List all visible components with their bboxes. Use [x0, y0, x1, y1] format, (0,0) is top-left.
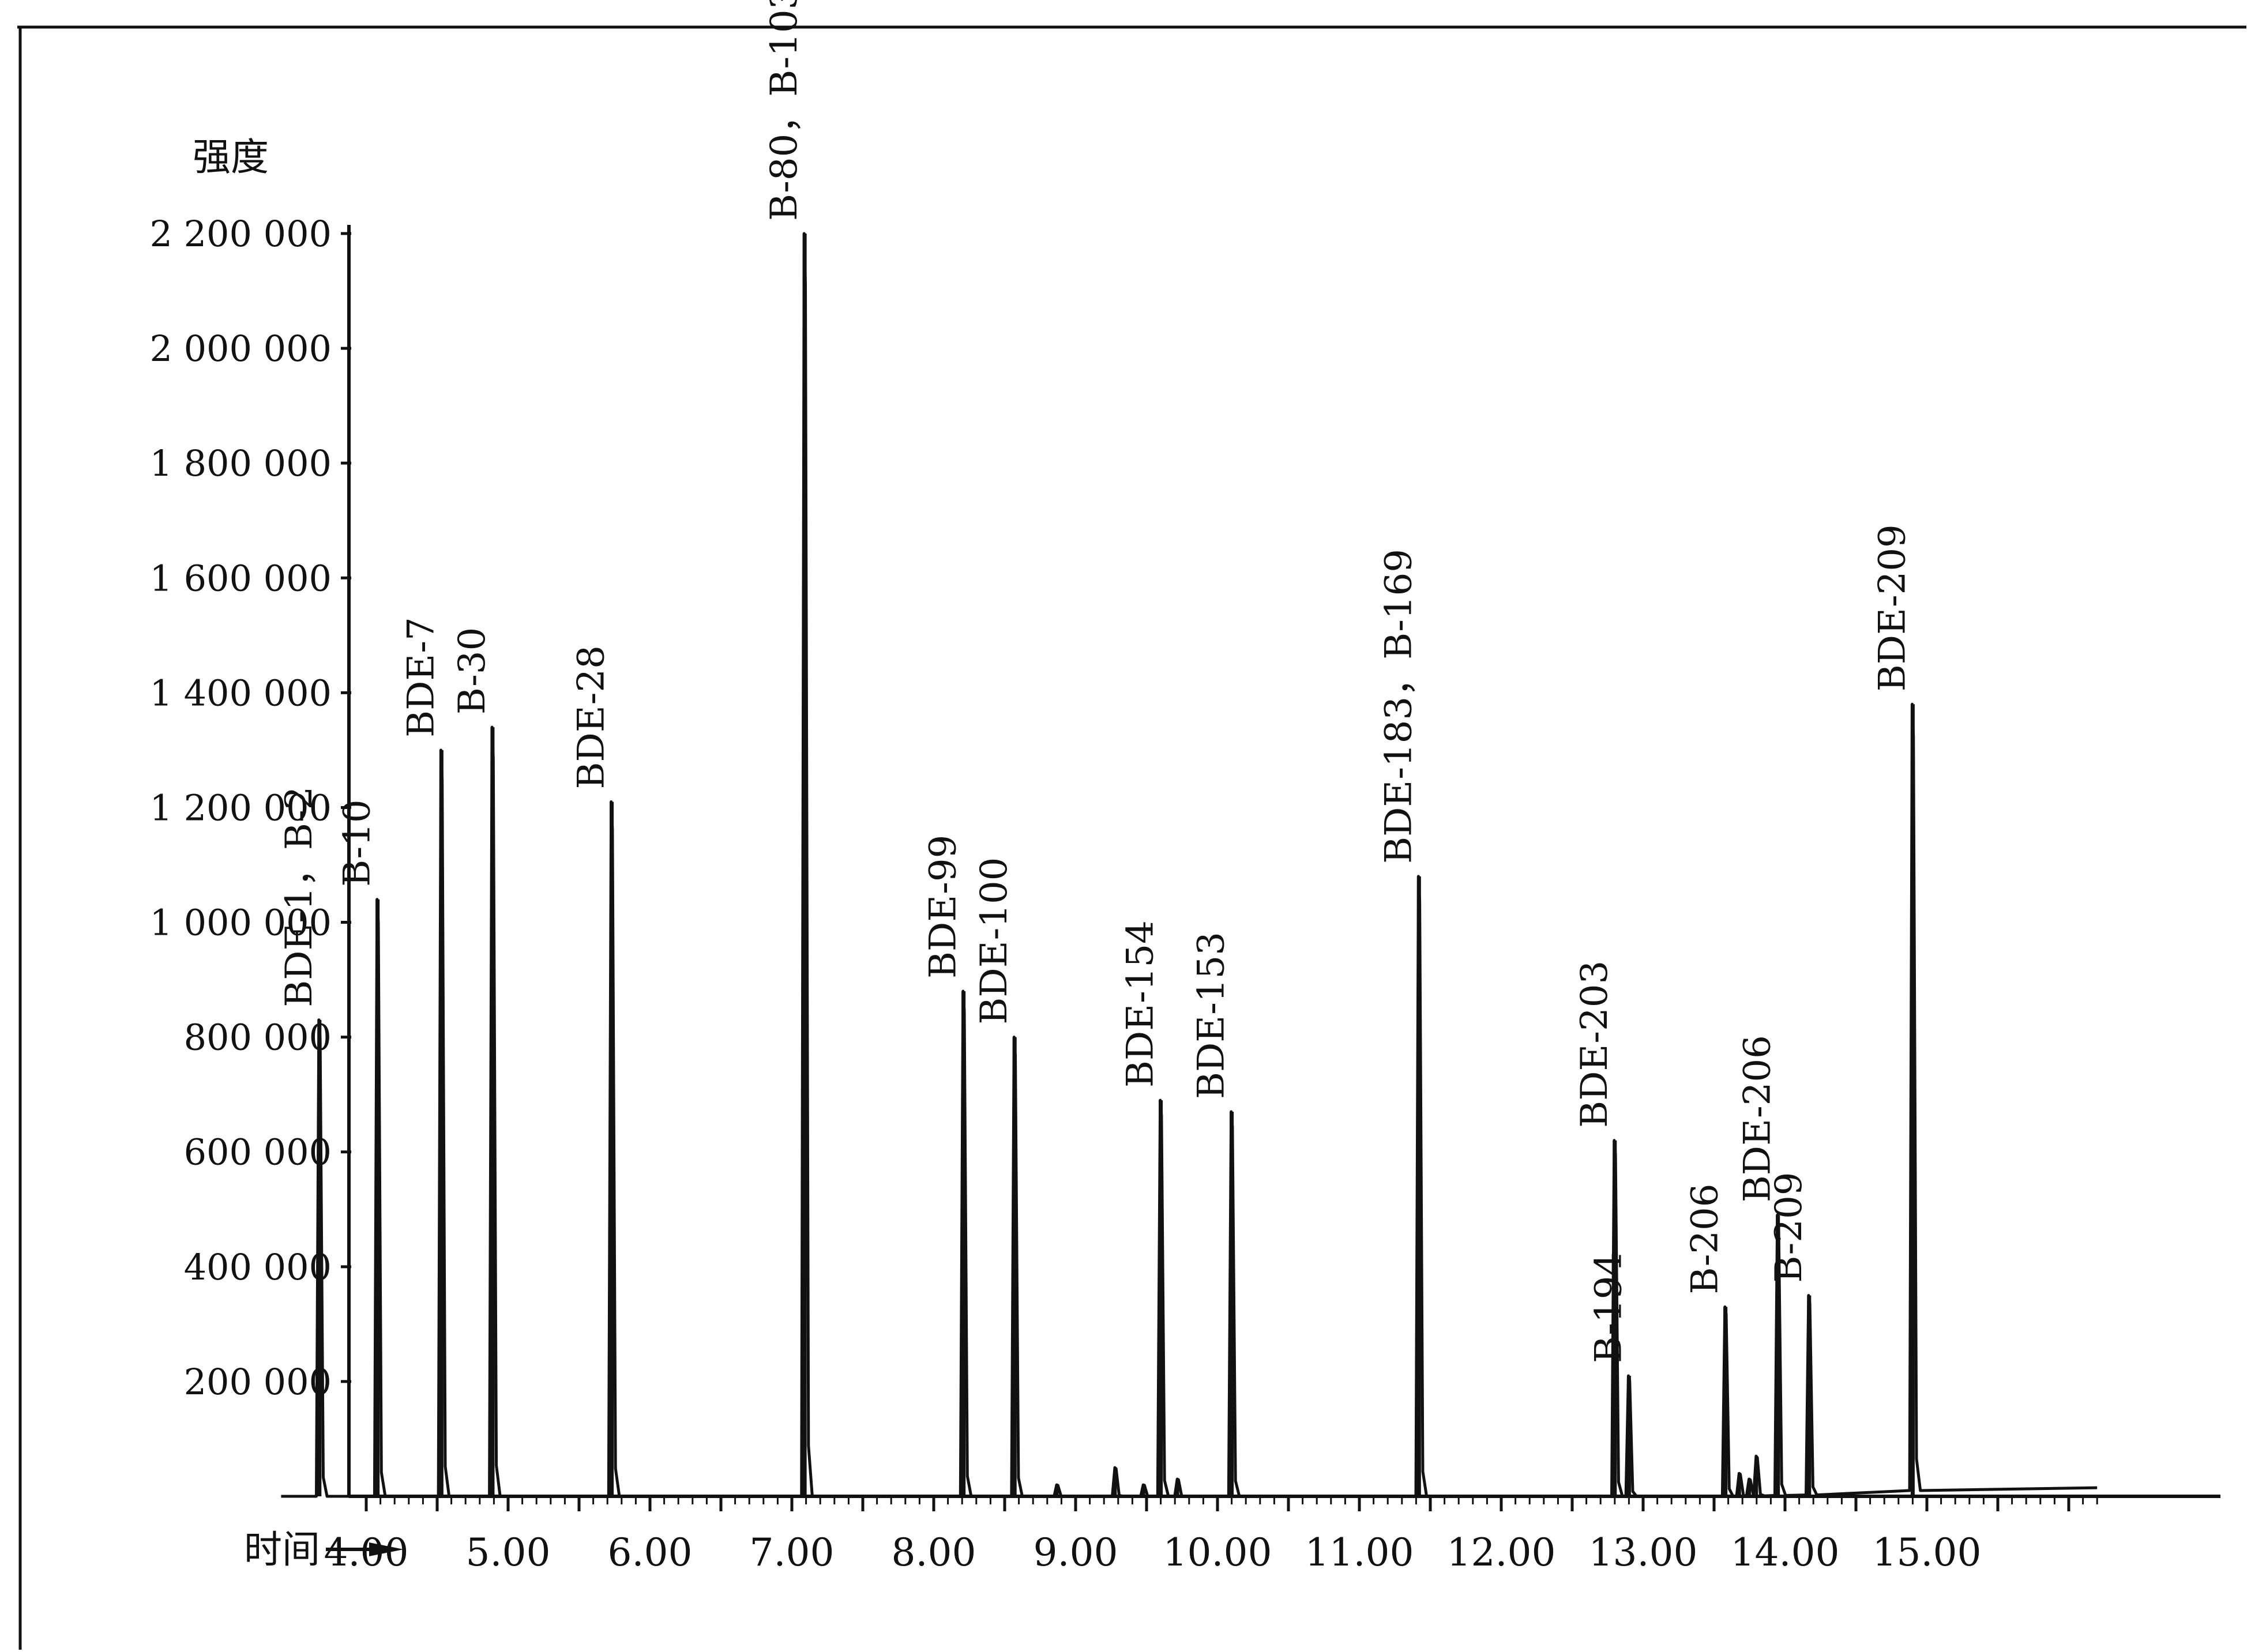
peak-label-0: BDE-1，B-2	[278, 787, 321, 1007]
peak-label-9: BDE-153	[1190, 932, 1233, 1099]
peak-label-6: BDE-99	[922, 835, 965, 979]
chromatogram-trace	[281, 232, 2098, 1498]
x-tick-label: 6.00	[608, 1530, 693, 1575]
peak-label-13: B-206	[1684, 1184, 1727, 1294]
x-tick-label: 8.00	[892, 1530, 976, 1575]
y-tick-label: 1 400 000	[149, 672, 332, 714]
x-axis-title-arrow-head	[369, 1542, 404, 1556]
peak-label-4: BDE-28	[570, 645, 613, 789]
x-tick-label: 13.00	[1589, 1530, 1698, 1575]
peak-label-1: B-10	[336, 799, 379, 886]
x-tick-label: 4.00	[324, 1530, 409, 1575]
peak-label-2: BDE-7	[400, 617, 442, 737]
x-tick-label: 5.00	[466, 1530, 551, 1575]
y-tick-label: 1 600 000	[149, 557, 332, 599]
x-tick-label: 15.00	[1873, 1530, 1982, 1575]
x-tick-label: 14.00	[1731, 1530, 1840, 1575]
y-axis-title: 强度	[193, 135, 269, 179]
y-tick-label: 2 000 000	[149, 328, 332, 370]
peak-label-10: BDE-183，B-169	[1377, 549, 1420, 864]
x-axis-title: 时间	[244, 1527, 320, 1572]
y-tick-label: 1 200 000	[149, 787, 332, 829]
peak-label-14: BDE-206	[1737, 1035, 1779, 1202]
y-tick-label: 400 000	[184, 1246, 332, 1288]
y-tick-label: 2 200 000	[149, 213, 332, 255]
peak-label-3: B-30	[451, 627, 494, 714]
peak-label-7: BDE-100	[973, 857, 1016, 1025]
x-tick-label: 9.00	[1034, 1530, 1118, 1575]
peak-label-16: BDE-209	[1871, 524, 1914, 691]
y-tick-label: 1 000 000	[149, 902, 332, 944]
x-tick-label: 12.00	[1447, 1530, 1556, 1575]
peak-label-11: BDE-203	[1573, 961, 1616, 1128]
x-tick-label: 10.00	[1163, 1530, 1272, 1575]
peak-label-15: B-209	[1768, 1172, 1810, 1283]
x-tick-label: 7.00	[750, 1530, 835, 1575]
peak-label-8: BDE-154	[1119, 920, 1162, 1087]
peak-label-12: B-194	[1587, 1252, 1630, 1363]
y-tick-label: 200 000	[184, 1361, 332, 1403]
y-tick-label: 1 800 000	[149, 442, 332, 484]
x-tick-label: 11.00	[1305, 1530, 1414, 1575]
y-tick-label: 600 000	[184, 1131, 332, 1173]
peak-label-5: B-80，B-103，BDE-47	[763, 0, 806, 221]
y-tick-label: 800 000	[184, 1017, 332, 1059]
